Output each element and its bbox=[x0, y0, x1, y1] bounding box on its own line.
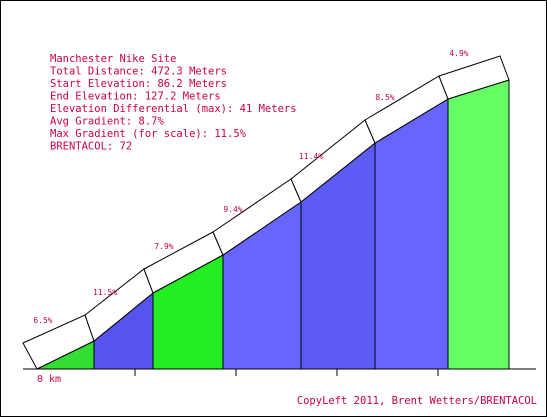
gradient-label-4: 9.4% bbox=[223, 205, 242, 214]
segment-fill-6 bbox=[374, 98, 449, 370]
stat-avg-gradient: Avg Gradient: 8.7% bbox=[50, 116, 164, 128]
gradient-label-3: 7.9% bbox=[154, 242, 173, 251]
stat-max-gradient: Max Gradient (for scale): 11.5% bbox=[50, 128, 247, 140]
stat-start-elevation: Start Elevation: 86.2 Meters bbox=[50, 78, 227, 90]
gradient-label-6: 8.5% bbox=[375, 93, 394, 102]
segment-fill-7 bbox=[447, 79, 510, 370]
copyright-text: CopyLeft 2011, Brent Wetters/BRENTACOL bbox=[297, 395, 537, 407]
gradient-label-1: 6.5% bbox=[33, 316, 52, 325]
stat-total-distance: Total Distance: 472.3 Meters bbox=[50, 66, 227, 78]
stats-block: Manchester Nike Site Total Distance: 472… bbox=[50, 53, 297, 153]
road-band bbox=[22, 55, 510, 370]
gradient-label-2: 11.5% bbox=[93, 288, 117, 297]
gradient-label-7: 4.9% bbox=[449, 49, 468, 58]
stat-elevation-differential: Elevation Differential (max): 41 Meters bbox=[50, 103, 297, 115]
road-band-segment-7 bbox=[438, 55, 510, 100]
chart-title: Manchester Nike Site bbox=[50, 53, 176, 65]
stat-end-elevation: End Elevation: 127.2 Meters bbox=[50, 91, 221, 103]
x-axis-ticks bbox=[134, 369, 439, 376]
gradient-labels: 6.5% 11.5% 7.9% 9.4% 11.4% 8.5% 4.9% bbox=[33, 49, 468, 325]
x-axis-start-label: 0 km bbox=[37, 374, 61, 385]
stat-brentacol: BRENTACOL: 72 bbox=[50, 141, 132, 153]
gradient-label-5: 11.4% bbox=[299, 152, 323, 161]
